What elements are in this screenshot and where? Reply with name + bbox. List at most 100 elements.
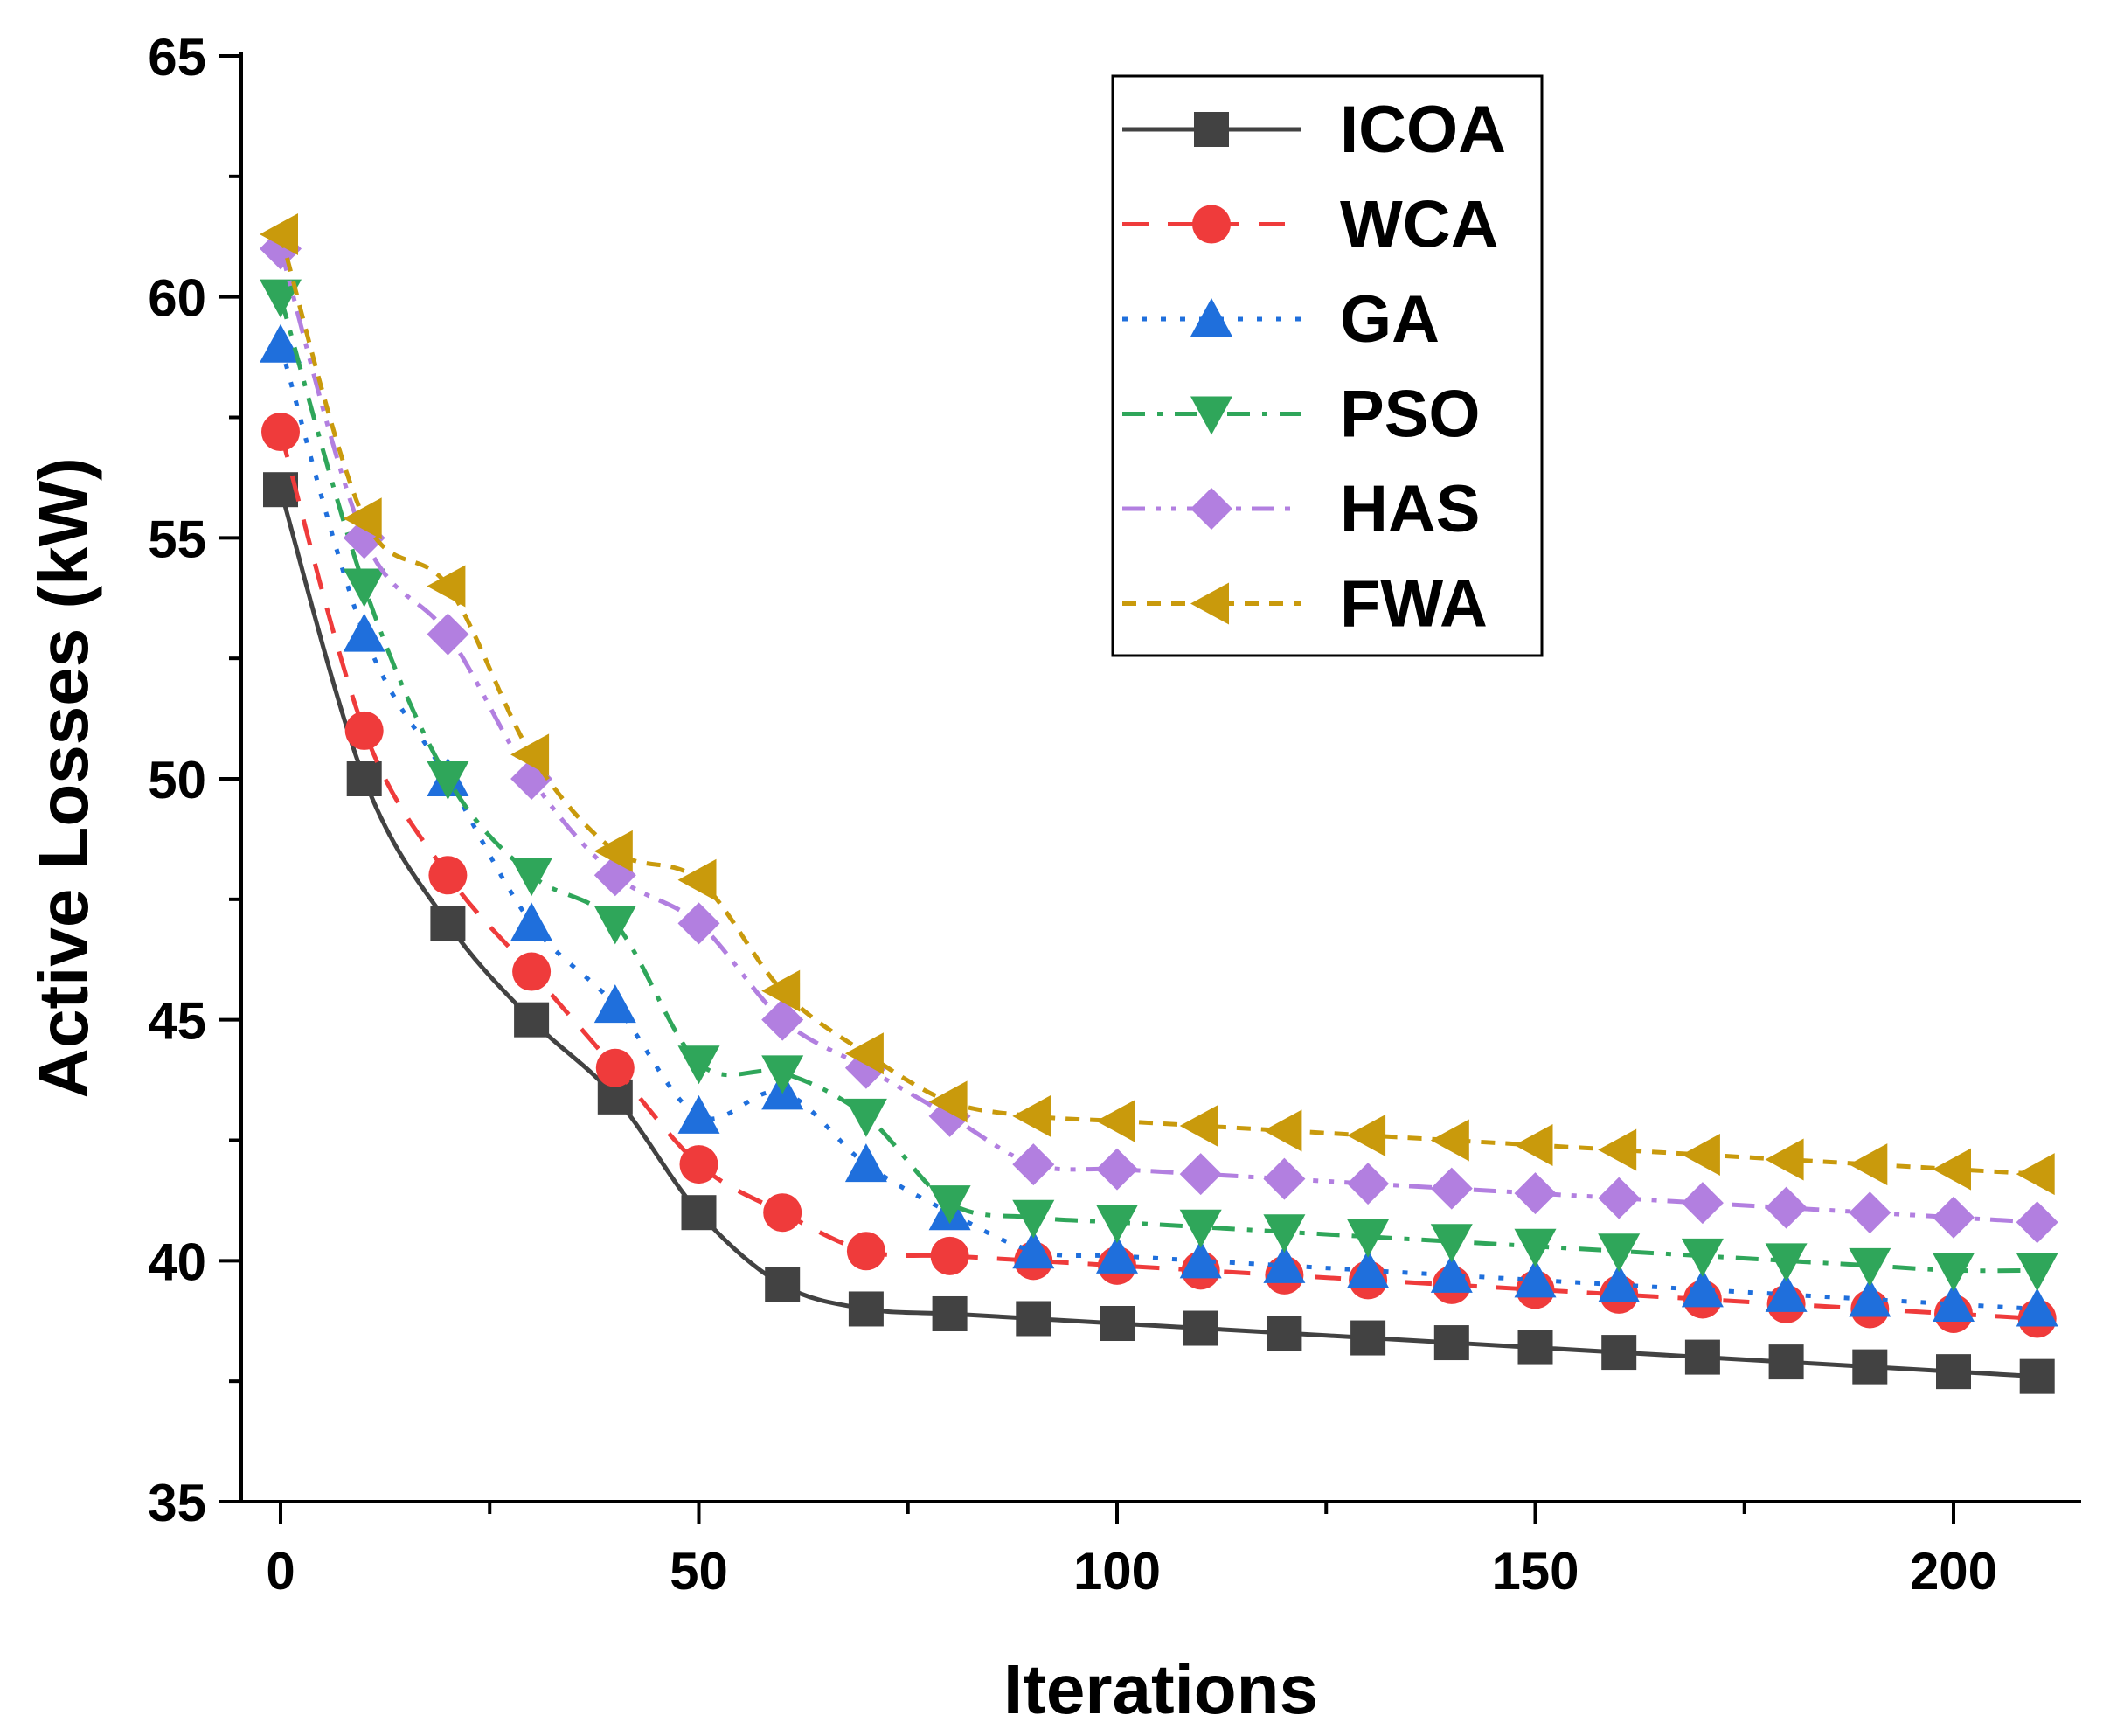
triangle-up-marker (260, 323, 302, 363)
series-line (278, 247, 2037, 1225)
triangle-up-marker (510, 902, 553, 941)
triangle-down-marker (1263, 1214, 1306, 1253)
triangle-left-marker (1012, 1094, 1052, 1137)
triangle-left-marker (260, 212, 298, 255)
square-marker (1936, 1354, 1971, 1390)
x-tick-label: 100 (1073, 1542, 1161, 1601)
legend-label: ICOA (1340, 93, 1506, 167)
x-tick-label: 50 (670, 1542, 728, 1601)
legend-item: GA (1122, 282, 1440, 357)
triangle-down-marker (1598, 1233, 1641, 1273)
triangle-left-marker (1190, 582, 1229, 625)
triangle-down-marker (1681, 1238, 1724, 1277)
circle-marker (763, 1193, 802, 1233)
square-marker (1517, 1330, 1553, 1365)
triangle-down-marker (1765, 1243, 1808, 1282)
series-icoa (263, 472, 2055, 1394)
plot-area (260, 212, 2058, 1394)
triangle-left-marker (844, 1032, 884, 1075)
triangle-down-marker (928, 1185, 971, 1225)
triangle-up-marker (1190, 298, 1232, 337)
square-marker (1350, 1320, 1386, 1356)
triangle-left-marker (1430, 1119, 1469, 1162)
triangle-down-marker (1514, 1228, 1557, 1267)
triangle-up-marker (1514, 1259, 1557, 1298)
x-axis-title: Iterations (1003, 1650, 1318, 1728)
triangle-down-marker (677, 1045, 720, 1085)
circle-marker (512, 952, 552, 991)
triangle-down-marker (1096, 1205, 1138, 1244)
triangle-left-marker (1096, 1100, 1135, 1142)
y-tick-label: 40 (148, 1233, 206, 1291)
triangle-down-marker (260, 279, 302, 318)
series-line (278, 431, 2037, 1321)
triangle-up-marker (844, 1143, 887, 1183)
y-tick-label: 35 (148, 1474, 206, 1532)
triangle-down-marker (2016, 1253, 2058, 1292)
legend: ICOA WCA GA PSO HAS FWA (1111, 74, 1544, 657)
triangle-down-marker (1430, 1224, 1473, 1263)
square-marker (1601, 1335, 1637, 1371)
triangle-down-marker (1849, 1247, 1891, 1287)
square-marker (1684, 1339, 1720, 1375)
triangle-down-marker (593, 906, 636, 945)
triangle-up-marker (1765, 1273, 1808, 1312)
legend-label: WCA (1340, 188, 1499, 262)
triangle-down-marker (844, 1098, 887, 1137)
x-tick-label: 150 (1491, 1542, 1579, 1601)
triangle-left-marker (1179, 1104, 1218, 1147)
triangle-left-marker (1681, 1134, 1720, 1177)
legend-item: FWA (1122, 567, 1488, 642)
series-fwa (260, 212, 2055, 1196)
legend-label: FWA (1340, 567, 1488, 642)
circle-marker (344, 711, 384, 750)
triangle-left-marker (343, 497, 382, 540)
square-marker (2019, 1358, 2055, 1394)
triangle-left-marker (1263, 1109, 1302, 1152)
circle-marker (595, 1048, 635, 1087)
legend-label: GA (1340, 282, 1440, 357)
square-marker (1768, 1344, 1804, 1380)
triangle-left-marker (1514, 1124, 1553, 1167)
square-marker (1194, 112, 1229, 147)
triangle-up-marker (1096, 1234, 1138, 1274)
legend-label: HAS (1340, 472, 1480, 546)
triangle-down-marker (343, 568, 385, 608)
triangle-left-marker (928, 1080, 968, 1123)
triangle-left-marker (593, 830, 633, 872)
triangle-left-marker (1933, 1148, 1971, 1191)
square-marker (765, 1267, 801, 1302)
circle-marker (930, 1236, 969, 1275)
series-line (278, 344, 2037, 1311)
triangle-down-marker (427, 761, 469, 800)
triangle-left-marker (1849, 1143, 1888, 1186)
triangle-up-marker (1933, 1282, 1975, 1322)
legend-box (1111, 74, 1544, 657)
triangle-up-marker (593, 984, 636, 1024)
triangle-up-marker (1430, 1253, 1473, 1293)
triangle-left-marker (1598, 1128, 1637, 1171)
triangle-down-marker (761, 1055, 804, 1094)
diamond-marker (1933, 1196, 1975, 1239)
square-marker (430, 906, 466, 941)
diamond-marker (1179, 1153, 1222, 1196)
triangle-left-marker (1347, 1114, 1386, 1156)
triangle-down-marker (1190, 396, 1232, 435)
square-marker (1852, 1349, 1888, 1385)
y-tick-label: 55 (148, 510, 206, 568)
diamond-marker (1096, 1148, 1138, 1191)
circle-marker (1192, 205, 1231, 244)
square-marker (1016, 1301, 1052, 1337)
square-marker (848, 1291, 884, 1327)
triangle-left-marker (427, 565, 466, 608)
diamond-marker (1598, 1177, 1641, 1219)
triangle-up-marker (1681, 1268, 1724, 1308)
triangle-up-marker (1598, 1263, 1641, 1302)
square-marker (932, 1295, 968, 1331)
triangle-down-marker (1012, 1199, 1055, 1239)
x-tick-label: 0 (266, 1542, 295, 1601)
diamond-marker (1681, 1182, 1724, 1225)
y-tick-label: 65 (148, 28, 206, 87)
circle-marker (679, 1145, 718, 1184)
